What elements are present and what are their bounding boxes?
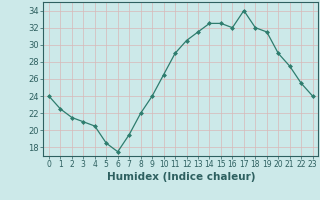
X-axis label: Humidex (Indice chaleur): Humidex (Indice chaleur)	[107, 172, 255, 182]
